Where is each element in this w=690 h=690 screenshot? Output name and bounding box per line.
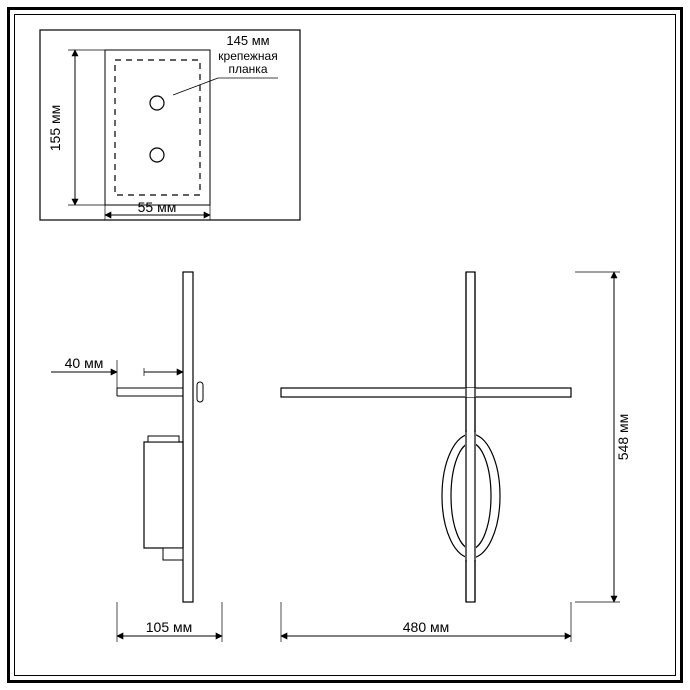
dim-105: 105 мм: [146, 619, 193, 635]
mounting-bracket-dashed: [115, 60, 200, 195]
callout-line2: крепежная: [218, 49, 277, 63]
side-housing-top: [148, 436, 179, 442]
side-housing-foot: [163, 548, 183, 560]
side-arm-cap: [197, 382, 203, 402]
dim-55: 55 мм: [138, 199, 177, 215]
dim-548: 548 мм: [615, 414, 631, 461]
dim-155: 155 мм: [47, 105, 63, 152]
front-horizontal-bar: [281, 388, 571, 397]
hole-bottom: [150, 148, 164, 162]
callout-line3: планка: [229, 62, 268, 76]
hole-top: [150, 96, 164, 110]
mounting-plate: [105, 50, 210, 205]
side-housing: [144, 442, 183, 548]
dim-40: 40 мм: [65, 355, 104, 371]
dim-480: 480 мм: [403, 619, 450, 635]
side-vertical-bar: [183, 272, 193, 602]
callout-145: 145 мм: [226, 33, 269, 48]
top-detail: 155 мм 55 мм 145 мм крепежная планка: [40, 30, 300, 220]
side-view: 40 мм 105 мм: [51, 272, 222, 642]
technical-drawing: 155 мм 55 мм 145 мм крепежная планка 40 …: [0, 0, 690, 690]
front-view: 480 мм 548 мм: [281, 272, 631, 642]
